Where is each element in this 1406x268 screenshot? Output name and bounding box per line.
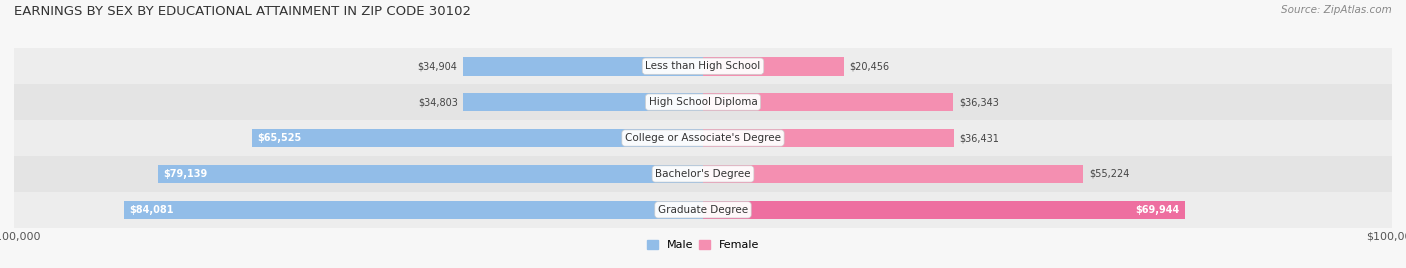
Text: $36,431: $36,431 xyxy=(959,133,1000,143)
Bar xyxy=(463,57,703,76)
Bar xyxy=(703,200,1185,219)
Bar xyxy=(14,120,1392,156)
Bar xyxy=(124,200,703,219)
Bar xyxy=(703,165,1084,183)
Text: Source: ZipAtlas.com: Source: ZipAtlas.com xyxy=(1281,5,1392,15)
Text: College or Associate's Degree: College or Associate's Degree xyxy=(626,133,780,143)
Bar xyxy=(703,93,953,111)
Bar xyxy=(703,57,844,76)
Text: $69,944: $69,944 xyxy=(1135,205,1180,215)
Bar xyxy=(157,165,703,183)
Text: $34,904: $34,904 xyxy=(418,61,457,71)
Text: EARNINGS BY SEX BY EDUCATIONAL ATTAINMENT IN ZIP CODE 30102: EARNINGS BY SEX BY EDUCATIONAL ATTAINMEN… xyxy=(14,5,471,18)
Bar xyxy=(14,156,1392,192)
Bar xyxy=(14,192,1392,228)
Text: Graduate Degree: Graduate Degree xyxy=(658,205,748,215)
Legend: Male, Female: Male, Female xyxy=(643,235,763,255)
Bar xyxy=(463,93,703,111)
Bar xyxy=(14,84,1392,120)
Bar xyxy=(252,129,703,147)
Bar xyxy=(14,48,1392,84)
Text: $36,343: $36,343 xyxy=(959,97,998,107)
Text: $20,456: $20,456 xyxy=(849,61,890,71)
Text: Bachelor's Degree: Bachelor's Degree xyxy=(655,169,751,179)
Text: $84,081: $84,081 xyxy=(129,205,174,215)
Text: $34,803: $34,803 xyxy=(418,97,458,107)
Text: $65,525: $65,525 xyxy=(257,133,301,143)
Text: High School Diploma: High School Diploma xyxy=(648,97,758,107)
Text: $79,139: $79,139 xyxy=(163,169,208,179)
Text: $55,224: $55,224 xyxy=(1090,169,1129,179)
Text: Less than High School: Less than High School xyxy=(645,61,761,71)
Bar xyxy=(703,129,955,147)
